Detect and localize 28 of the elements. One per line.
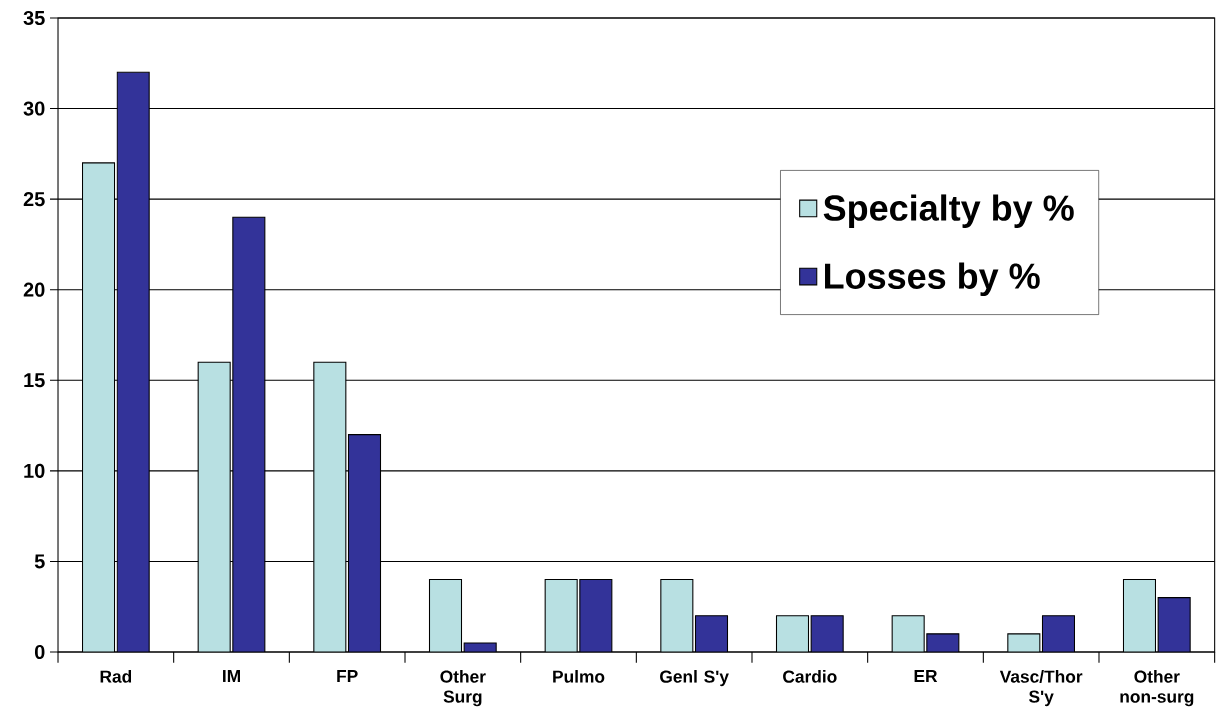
legend-label: Losses by % bbox=[825, 262, 1040, 297]
y-tick-label: 5 bbox=[34, 554, 45, 569]
bar bbox=[347, 434, 382, 652]
x-tick-label: Cardio bbox=[783, 670, 837, 683]
x-tick-label: Rad bbox=[100, 670, 132, 683]
bar bbox=[694, 615, 729, 652]
y-tick-label: 0 bbox=[34, 644, 45, 660]
y-tick-label: 25 bbox=[23, 192, 45, 207]
x-tick-label: Other non-surg bbox=[1120, 670, 1194, 707]
x-tick-label: Other Surg bbox=[440, 670, 486, 707]
y-tick-label: 15 bbox=[24, 373, 45, 388]
y-tick-label: 30 bbox=[23, 101, 45, 116]
y-tick-label: 10 bbox=[24, 463, 45, 478]
bar bbox=[810, 615, 844, 652]
bar bbox=[232, 216, 266, 652]
x-tick-label: Vasc/Thor S'y bbox=[999, 670, 1083, 707]
x-tick-label: Pulmo bbox=[553, 670, 605, 683]
bar bbox=[116, 71, 150, 652]
x-tick-label: ER bbox=[914, 670, 938, 682]
y-tick-label: 20 bbox=[23, 282, 45, 297]
bar bbox=[579, 578, 613, 652]
bar bbox=[1157, 597, 1191, 652]
y-tick-label: 35 bbox=[23, 10, 45, 26]
bar bbox=[1041, 615, 1076, 652]
x-tick-label: IM bbox=[223, 670, 240, 682]
legend-label: Specialty by % bbox=[823, 194, 1074, 228]
x-tick-label: FP bbox=[337, 670, 358, 682]
x-tick-label: Genl S'y bbox=[660, 670, 729, 687]
